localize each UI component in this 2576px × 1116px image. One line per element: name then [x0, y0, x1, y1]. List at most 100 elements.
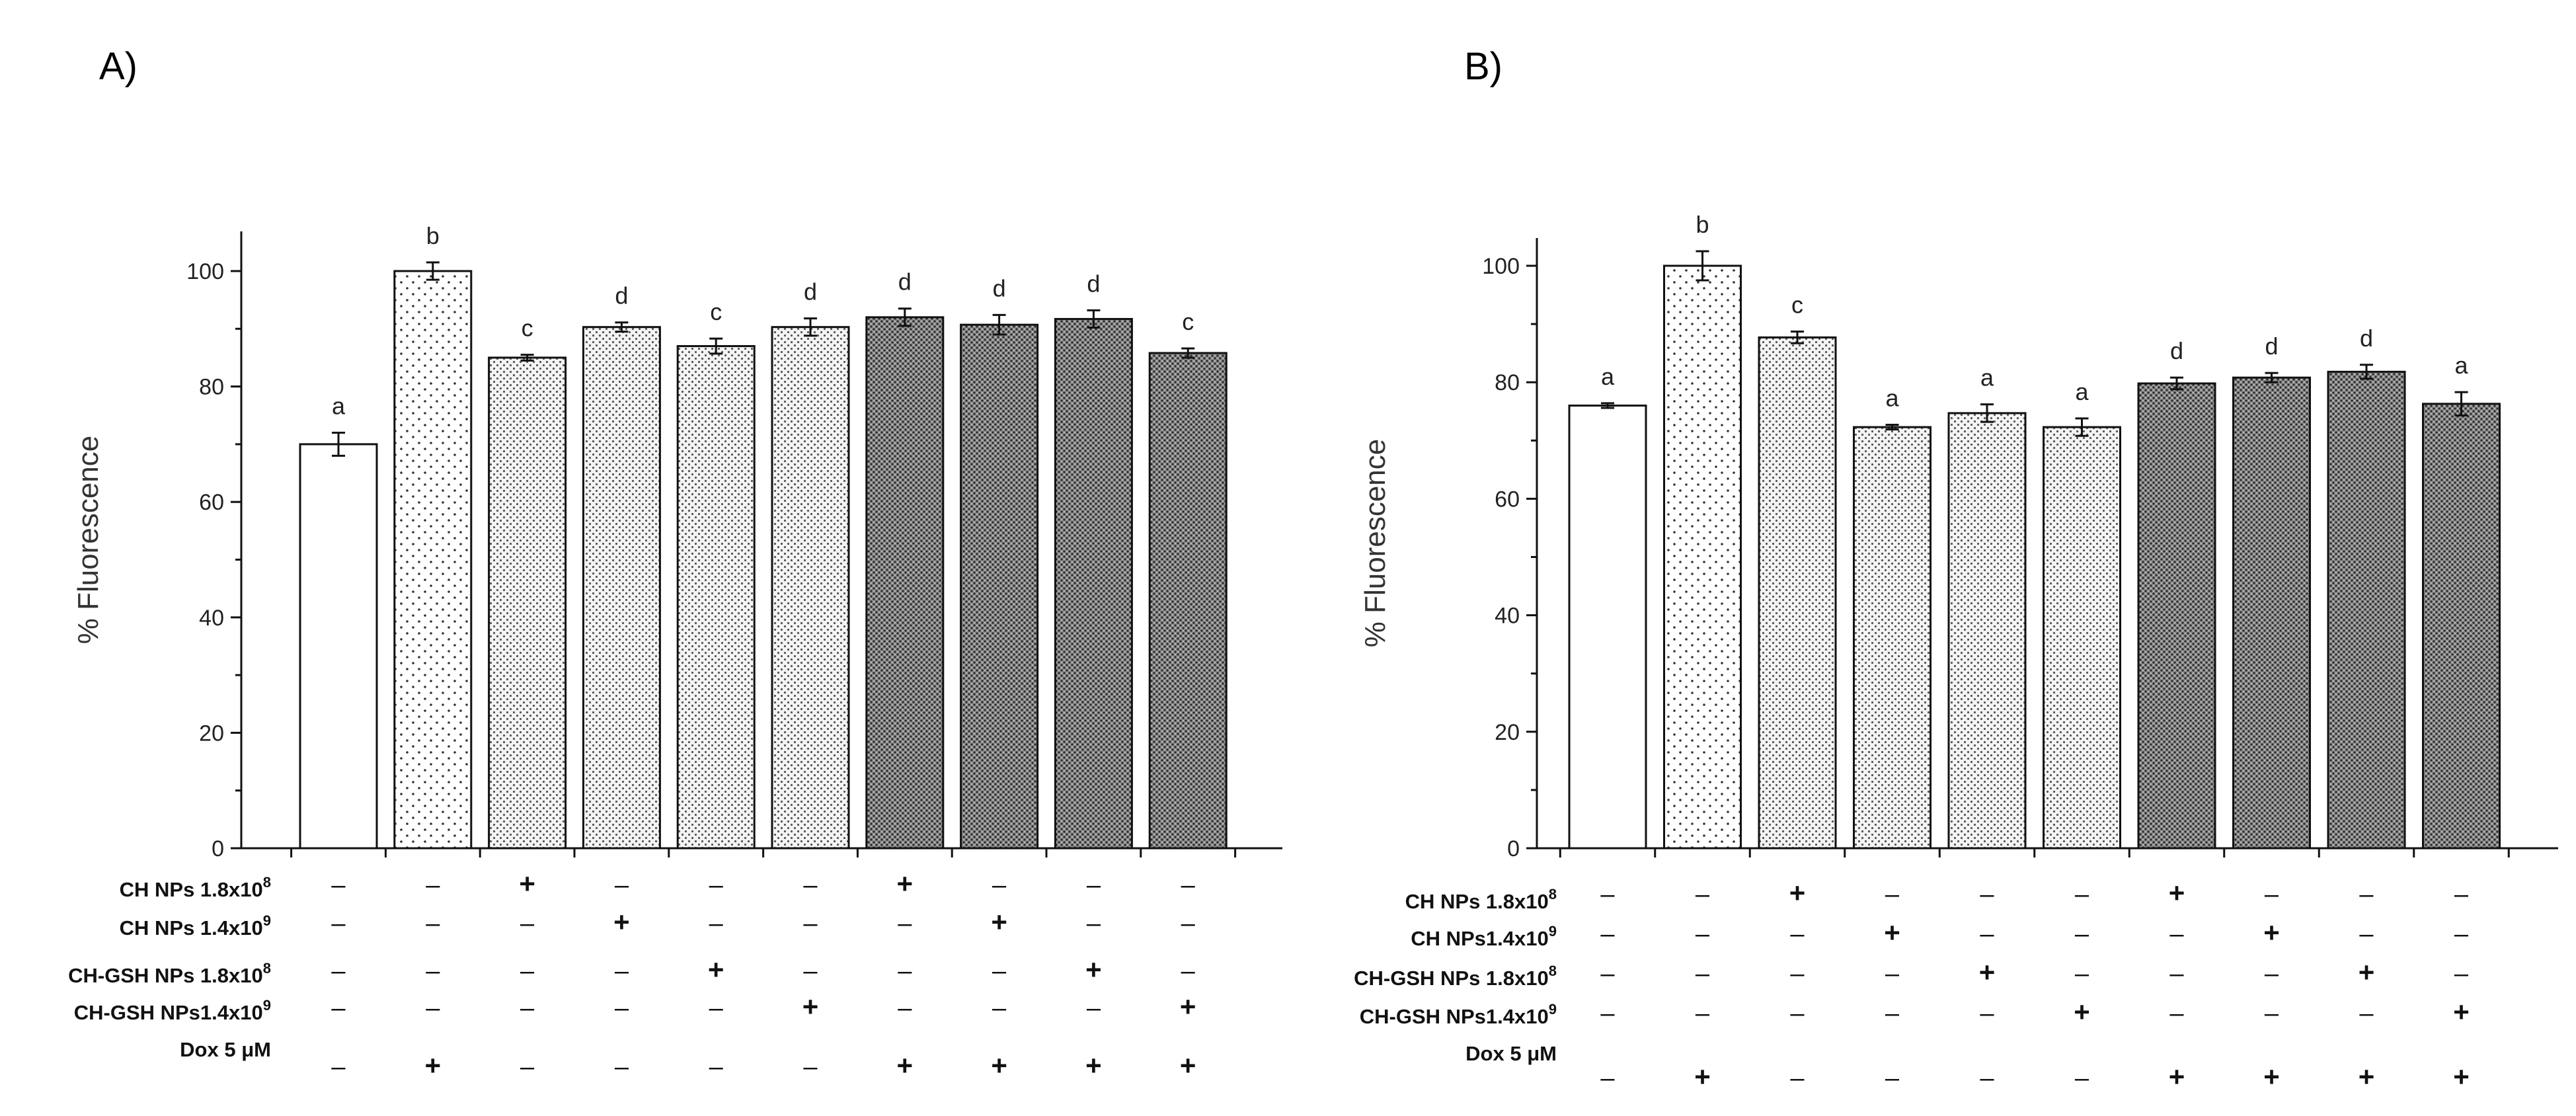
treatment-minus: – [1790, 960, 1805, 988]
significance-label: d [615, 282, 628, 309]
treatment-minus: – [2359, 881, 2374, 908]
treatment-plus: + [1085, 954, 1102, 985]
panel-b: B) % Fluorescence 0 20 40 60 80 100 a b c a a a d d d a CH… [1354, 45, 2558, 1092]
treatment-minus: – [331, 957, 346, 985]
treatment-minus: – [898, 910, 912, 937]
treatment-exponent: 9 [1549, 923, 1557, 939]
y-tick-label: 0 [1507, 836, 1520, 861]
treatment-exponent: 8 [1549, 886, 1557, 902]
treatment-plus: + [2453, 996, 2470, 1027]
treatment-plus: + [2359, 1061, 2375, 1092]
y-tick-label: 60 [1495, 487, 1520, 512]
treatment-plus: + [2263, 1061, 2280, 1092]
treatment-minus: – [992, 994, 1007, 1022]
treatment-plus: + [1979, 957, 1996, 988]
bar [1758, 336, 1837, 850]
treatment-minus: – [1980, 881, 1994, 908]
treatment-minus: – [803, 871, 818, 899]
treatment-row-label: CH NPs 1.8x108 [120, 874, 271, 901]
bar [2043, 426, 2121, 850]
treatment-name: CH NPs 1.8x10 [1405, 890, 1549, 913]
treatment-exponent: 9 [263, 997, 271, 1014]
treatment-minus: – [709, 1053, 724, 1081]
treatment-minus: – [1087, 994, 1101, 1022]
treatment-minus: – [615, 1053, 629, 1081]
bar [393, 270, 473, 850]
bar [865, 316, 945, 850]
treatment-row-label: CH-GSH NPs 1.8x108 [68, 960, 271, 987]
treatment-plus: + [897, 1050, 914, 1081]
treatment-minus: – [615, 871, 629, 899]
bar [582, 326, 661, 850]
bar [676, 344, 756, 850]
treatment-name: CH-GSH NPs1.4x10 [74, 1001, 263, 1024]
y-tick-label: 40 [199, 606, 224, 631]
bar [2137, 382, 2216, 850]
treatment-exponent: 8 [263, 874, 271, 891]
panel-a: A) % Fluorescence 0 20 40 60 80 100 a b c d c d d d d c CH… [68, 45, 1282, 1081]
y-tick-label: 100 [186, 259, 224, 284]
treatment-plus: + [991, 1050, 1007, 1081]
treatment-row-label: CH-GSH NPs1.4x109 [74, 997, 271, 1024]
significance-label: d [2265, 333, 2278, 360]
bar [1947, 412, 2027, 850]
treatment-exponent: 8 [1549, 963, 1557, 979]
treatment-minus: – [1790, 1000, 1805, 1027]
treatment-minus: – [992, 871, 1007, 899]
treatment-plus: + [1180, 1050, 1196, 1081]
treatment-minus: – [1181, 910, 1196, 937]
treatment-minus: – [426, 871, 440, 899]
treatment-name: CH-GSH NPs 1.8x10 [68, 964, 263, 987]
treatment-minus: – [1181, 957, 1196, 985]
significance-label: c [522, 315, 533, 342]
treatment-minus: – [898, 957, 912, 985]
treatment-minus: – [1600, 1000, 1615, 1027]
treatment-minus: – [898, 994, 912, 1022]
significance-label: d [993, 274, 1006, 301]
treatment-minus: – [1087, 910, 1101, 937]
y-tick-label: 20 [199, 721, 224, 746]
significance-label: a [1980, 364, 1994, 391]
bar [1054, 317, 1133, 850]
treatment-minus: – [1600, 920, 1615, 948]
significance-label: d [804, 278, 817, 305]
treatment-plus: + [2263, 917, 2280, 948]
treatment-plus: + [802, 991, 819, 1022]
treatment-minus: – [2359, 1000, 2374, 1027]
significance-label: d [2360, 325, 2373, 352]
treatment-plus: + [2169, 1061, 2185, 1092]
treatment-minus: – [426, 910, 440, 937]
significance-label: b [1696, 211, 1709, 238]
treatment-minus: – [803, 957, 818, 985]
treatment-minus: – [992, 957, 1007, 985]
treatment-minus: – [1600, 960, 1615, 988]
treatment-minus: – [709, 994, 724, 1022]
treatment-minus: – [1696, 960, 1710, 988]
treatment-plus: + [613, 906, 630, 937]
significance-label: b [426, 222, 440, 249]
bar [2327, 370, 2406, 850]
treatment-minus: – [2265, 1000, 2279, 1027]
treatment-minus: – [331, 1053, 346, 1081]
treatment-minus: – [426, 994, 440, 1022]
treatment-plus: + [2169, 877, 2185, 908]
treatment-minus: – [1885, 1064, 1900, 1092]
treatment-row-label: CH-GSH NPs 1.8x108 [1354, 963, 1557, 990]
treatment-minus: – [1980, 920, 1994, 948]
treatment-minus: – [615, 994, 629, 1022]
treatment-minus: – [709, 910, 724, 937]
treatment-exponent: 9 [1549, 1001, 1557, 1017]
significance-label: a [332, 392, 346, 419]
treatment-minus: – [520, 910, 535, 937]
treatment-minus: – [2075, 920, 2089, 948]
treatment-minus: – [2075, 960, 2089, 988]
y-tick-label: 80 [1495, 370, 1520, 395]
treatment-minus: – [331, 871, 346, 899]
bar [2232, 376, 2311, 850]
treatment-row-label: CH-GSH NPs1.4x109 [1360, 1001, 1557, 1028]
treatment-row-label: Dox 5 μM [180, 1038, 271, 1061]
treatment-name: Dox 5 μM [1465, 1042, 1557, 1065]
treatment-minus: – [2454, 920, 2469, 948]
treatment-minus: – [2169, 960, 2184, 988]
treatment-row-label: Dox 5 μM [1465, 1042, 1557, 1065]
